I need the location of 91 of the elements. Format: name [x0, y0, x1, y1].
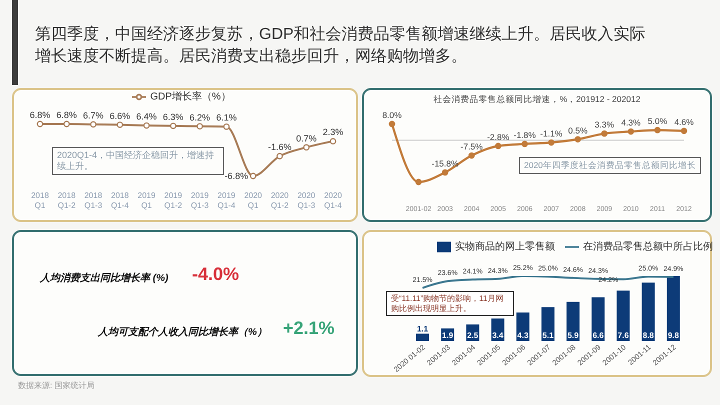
data-label: 9.8	[668, 331, 680, 340]
data-label: 5.9	[567, 331, 580, 340]
point	[143, 122, 150, 129]
data-label: 3.4	[492, 331, 504, 340]
text: 人均可支配个人收入同比增长率（%）	[98, 325, 267, 339]
point	[303, 144, 310, 151]
point	[415, 178, 422, 186]
data-label: -1.6%	[268, 142, 292, 152]
bar	[416, 334, 429, 341]
data-label: 6.2%	[190, 112, 210, 122]
data-label: 4.3%	[621, 118, 642, 128]
data-label: 1.9	[442, 331, 454, 340]
data-label: 4.3	[517, 331, 529, 340]
legend-label: GDP增长率（%）	[150, 92, 231, 103]
point	[680, 128, 688, 134]
point	[196, 123, 204, 130]
data-label: 1.1	[416, 324, 429, 334]
bar	[541, 307, 554, 341]
bar	[642, 282, 655, 341]
bar	[666, 276, 680, 341]
bar	[566, 302, 580, 341]
point	[170, 122, 176, 130]
data-label: 6.6	[592, 331, 604, 340]
x-tick-label: 2018 Q1-2	[58, 191, 76, 210]
point	[654, 126, 661, 134]
note-box: 2020年四季度社会消费品零售总额同比增长	[519, 157, 701, 174]
point	[388, 120, 396, 128]
data-label: 2.3%	[322, 127, 344, 138]
data-label: -2.8%	[487, 132, 510, 142]
bar	[616, 290, 630, 341]
point	[601, 130, 608, 137]
point	[250, 172, 256, 180]
data-label: 5.0%	[648, 116, 668, 126]
data-label: 3.3%	[594, 120, 614, 130]
point	[116, 122, 124, 128]
data-label: 6.4%	[136, 112, 157, 122]
data-label: 0.7%	[296, 133, 317, 144]
point	[223, 123, 230, 130]
point	[548, 139, 554, 146]
data-label: 2.5	[467, 331, 479, 340]
point	[494, 142, 502, 150]
legend-label: 实物商品的网上零售额	[455, 242, 555, 253]
data-label: 0.5%	[568, 125, 588, 136]
x-tick-label: 2020 Q1	[244, 191, 263, 210]
x-tick-label: 2019 Q1-2	[164, 191, 183, 210]
data-label: -1.8%	[514, 130, 536, 140]
point	[63, 120, 70, 128]
point	[628, 128, 634, 135]
data-label: 7.6	[618, 331, 630, 340]
text: +2.1%	[283, 318, 335, 339]
x-tick-label: 2018 Q1	[31, 191, 50, 210]
chart-title: 社会消费品零售总额同比增速，%，201912 - 202012	[432, 94, 642, 106]
point	[276, 152, 283, 160]
x-tick-label: 2018 Q1-3	[84, 191, 103, 210]
point	[36, 120, 44, 128]
data-label: 6.3%	[162, 112, 184, 122]
data-label: 6.8%	[30, 110, 50, 120]
data-label: 8.0%	[382, 110, 402, 120]
data-label: 5.1	[542, 331, 554, 340]
legend-label: 在消费品零售总额中所占比例	[583, 242, 713, 253]
data-label: 4.6%	[674, 116, 694, 127]
data-label: -7.5%	[460, 142, 484, 152]
x-tick-label: 2020 Q1-2	[270, 191, 290, 210]
point	[330, 138, 336, 144]
note-box: 2020Q1-4，中国经济企稳回升，增速持续上升。	[52, 147, 224, 175]
x-tick-label: 2019 Q1-3	[190, 191, 210, 210]
data-label: 6.6%	[110, 110, 130, 121]
data-label: 6.1%	[216, 112, 237, 123]
data-label: -15.8%	[432, 158, 459, 168]
data-label: -1.1%	[540, 128, 563, 139]
x-tick-label: 2019 Q1-4	[218, 191, 236, 210]
x-tick-label: 2020 Q1-3	[297, 191, 316, 210]
text: 人均消费支出同比增长率 (%)	[40, 271, 168, 285]
text: -4.0%	[192, 264, 240, 285]
point	[90, 121, 96, 128]
text: 第四季度，中国经济逐步复苏，GDP和社会消费品零售额增速继续上升。居民收入实际增长速度不断提高。居民消费支出稳步回升，网络购物增多。	[35, 24, 647, 67]
point	[522, 140, 528, 148]
bar	[516, 312, 530, 341]
note-box: 受“11.11”购物节的影响，11月网购比例出现明显上升。	[386, 291, 514, 316]
x-tick-label: 2018 Q1-4	[111, 191, 130, 210]
data-label: 8.8	[642, 331, 654, 340]
data-label: -6.8%	[224, 171, 248, 181]
point	[468, 152, 475, 159]
point	[442, 169, 448, 176]
x-tick-label: 2019 Q1	[138, 191, 156, 210]
data-label: 6.8%	[56, 110, 77, 120]
point	[574, 136, 582, 142]
x-tick-label: 2020 Q1-4	[324, 191, 342, 210]
data-label: 6.7%	[83, 110, 104, 120]
source-note: 数据来源: 国家统计局	[18, 380, 94, 391]
bar	[592, 297, 605, 341]
